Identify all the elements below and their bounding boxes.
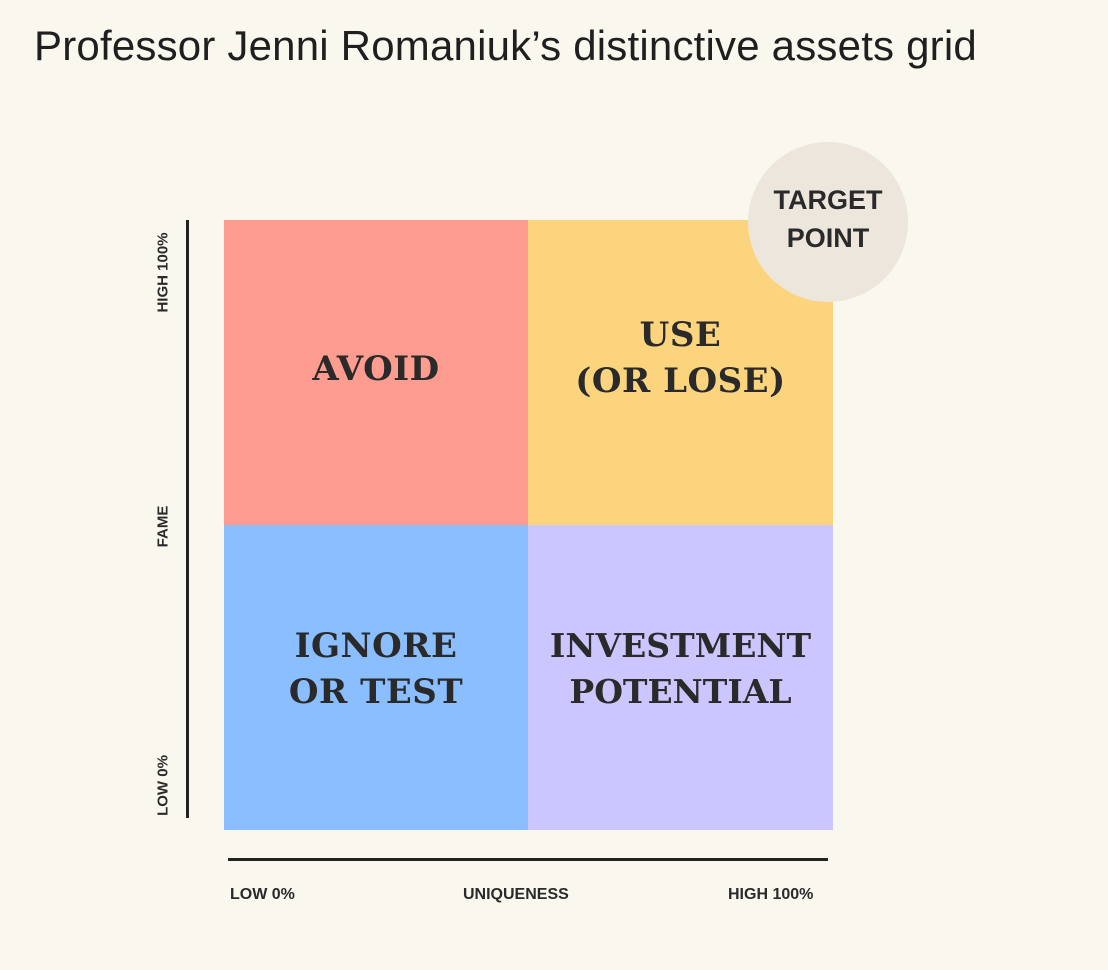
y-axis-title: FAME [154,505,172,548]
page-title: Professor Jenni Romaniuk’s distinctive a… [34,22,977,69]
x-axis-line [228,858,828,861]
x-axis-low-label: LOW 0% [230,886,295,903]
quadrant-ignore-or-test: IGNORE OR TEST [224,525,528,830]
y-axis-low-label: LOW 0% [154,755,172,816]
x-axis-title: UNIQUENESS [463,886,569,903]
target-point-label: TARGET POINT [773,185,883,253]
x-axis-high-label: HIGH 100% [728,886,814,903]
quadrant-investment-potential: INVESTMENT POTENTIAL [528,525,833,830]
target-point-badge: TARGET POINT [748,142,908,302]
quadrant-use-label: USE (OR LOSE) [575,314,786,401]
quadrant-ignore-label: IGNORE OR TEST [288,625,464,712]
y-axis-high-label: HIGH 100% [154,232,172,313]
y-axis-line [186,220,189,818]
quadrant-investment-label: INVESTMENT POTENTIAL [549,625,812,711]
quadrant-avoid: AVOID [224,220,528,525]
quadrant-avoid-label: AVOID [312,348,440,389]
